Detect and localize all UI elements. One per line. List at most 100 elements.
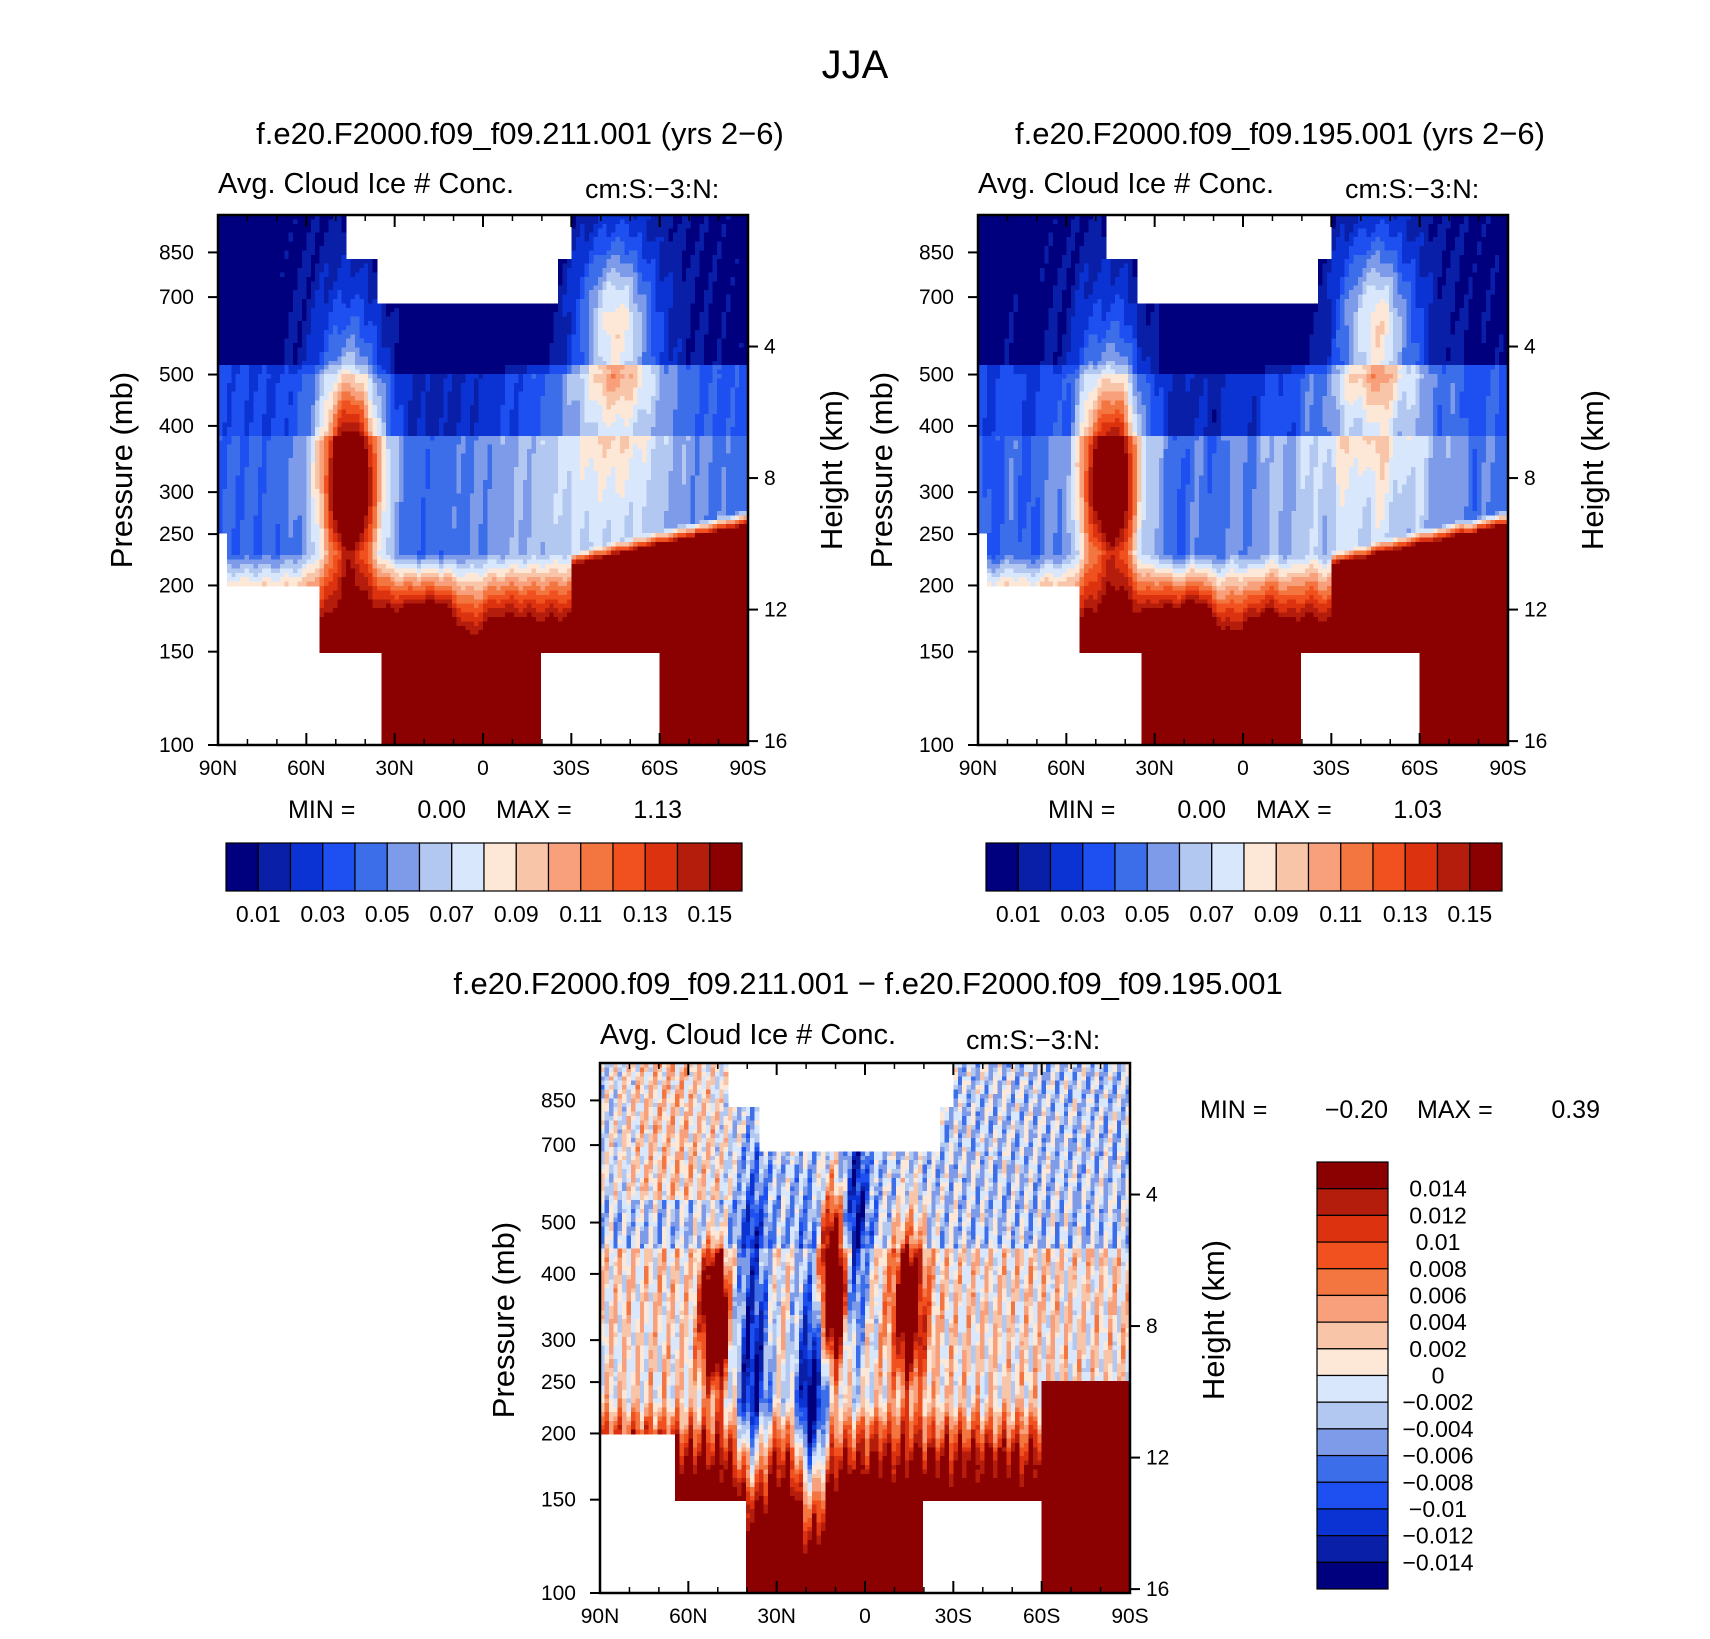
contour-cell xyxy=(266,325,272,331)
contour-cell xyxy=(372,457,378,463)
contour-cell xyxy=(337,307,343,313)
contour-cell xyxy=(381,453,387,459)
contour-cell xyxy=(293,497,299,503)
contour-cell xyxy=(447,497,453,503)
contour-cell xyxy=(297,219,303,225)
contour-cell xyxy=(421,462,427,468)
contour-cell xyxy=(244,466,250,472)
contour-cell xyxy=(328,616,334,622)
contour-cell xyxy=(226,338,232,344)
contour-cell xyxy=(394,727,400,733)
contour-cell xyxy=(315,237,321,243)
contour-cell xyxy=(266,215,272,221)
contour-cell xyxy=(244,484,250,490)
contour-cell xyxy=(310,493,316,499)
contour-cell xyxy=(394,678,400,684)
contour-cell xyxy=(407,581,413,587)
contour-cell xyxy=(407,696,413,702)
contour-cell xyxy=(310,519,316,525)
contour-cell xyxy=(257,268,263,274)
contour-cell xyxy=(381,590,387,596)
contour-cell xyxy=(337,515,343,521)
contour-cell xyxy=(403,484,409,490)
contour-cell xyxy=(381,449,387,455)
contour-cell xyxy=(222,338,228,344)
contour-cell xyxy=(235,391,241,397)
contour-cell xyxy=(253,369,259,375)
contour-cell xyxy=(271,581,277,587)
contour-cell xyxy=(332,250,338,256)
contour-cell xyxy=(377,502,383,508)
contour-cell xyxy=(315,254,321,260)
contour-cell xyxy=(372,343,378,349)
contour-cell xyxy=(368,524,374,530)
contour-cell xyxy=(218,250,224,256)
contour-cell xyxy=(319,568,325,574)
contour-cell xyxy=(354,409,360,415)
contour-cell xyxy=(293,268,299,274)
contour-cell xyxy=(363,400,369,406)
contour-cell xyxy=(350,453,356,459)
contour-cell xyxy=(394,692,400,698)
contour-cell xyxy=(368,312,374,318)
contour-cell xyxy=(390,502,396,508)
contour-cell xyxy=(421,586,427,592)
contour-cell xyxy=(354,272,360,278)
contour-cell xyxy=(385,608,391,614)
contour-cell xyxy=(430,625,436,631)
contour-cell xyxy=(306,298,312,304)
contour-cell xyxy=(244,343,250,349)
contour-cell xyxy=(377,621,383,627)
contour-cell xyxy=(443,502,449,508)
contour-cell xyxy=(452,334,458,340)
contour-cell xyxy=(434,382,440,388)
contour-cell xyxy=(253,422,259,428)
contour-cell xyxy=(434,603,440,609)
contour-cell xyxy=(438,334,444,340)
contour-cell xyxy=(425,365,431,371)
contour-cell xyxy=(248,219,254,225)
contour-cell xyxy=(231,329,237,335)
contour-cell xyxy=(407,413,413,419)
contour-cell xyxy=(381,612,387,618)
contour-cell xyxy=(363,449,369,455)
contour-cell xyxy=(218,223,224,229)
contour-cell xyxy=(218,484,224,490)
contour-cell xyxy=(332,594,338,600)
contour-cell xyxy=(368,457,374,463)
contour-cell xyxy=(257,241,263,247)
contour-cell xyxy=(421,413,427,419)
contour-cell xyxy=(416,343,422,349)
contour-cell xyxy=(271,449,277,455)
contour-cell xyxy=(262,281,268,287)
contour-cell xyxy=(394,427,400,433)
contour-cell xyxy=(399,533,405,539)
contour-cell xyxy=(452,652,458,658)
contour-cell xyxy=(394,334,400,340)
contour-cell xyxy=(222,400,228,406)
contour-cell xyxy=(253,263,259,269)
contour-cell xyxy=(244,374,250,380)
contour-cell xyxy=(248,307,254,313)
contour-cell xyxy=(288,360,294,366)
contour-cell xyxy=(363,586,369,592)
contour-cell xyxy=(288,228,294,234)
contour-cell xyxy=(275,462,281,468)
contour-cell xyxy=(235,502,241,508)
contour-cell xyxy=(385,493,391,499)
contour-cell xyxy=(279,374,285,380)
contour-cell xyxy=(412,639,418,645)
contour-cell xyxy=(346,404,352,410)
contour-cell xyxy=(430,391,436,397)
contour-cell xyxy=(231,533,237,539)
contour-cell xyxy=(293,550,299,556)
contour-cell xyxy=(271,334,277,340)
contour-cell xyxy=(319,603,325,609)
contour-cell xyxy=(218,351,224,357)
contour-cell xyxy=(368,347,374,353)
contour-cell xyxy=(421,731,427,737)
contour-cell xyxy=(319,625,325,631)
contour-cell xyxy=(425,683,431,689)
contour-cell xyxy=(359,351,365,357)
contour-cell xyxy=(381,692,387,698)
